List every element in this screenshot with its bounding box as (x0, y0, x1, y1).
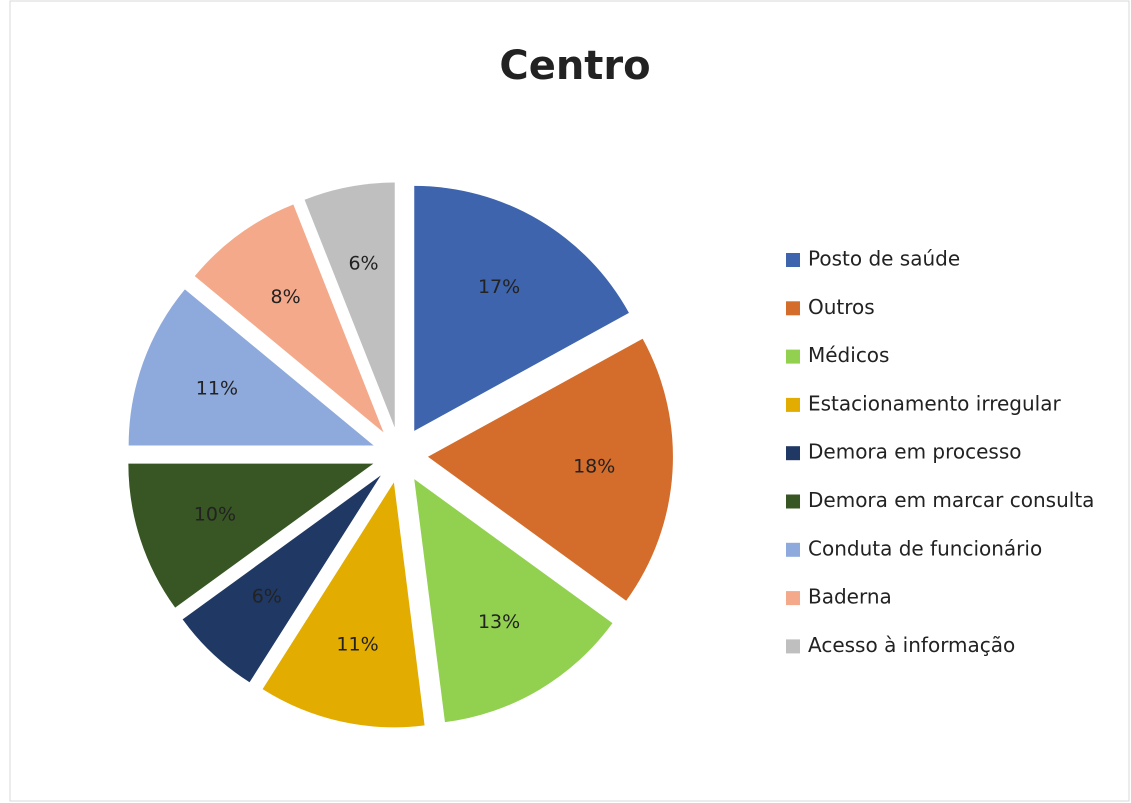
legend-swatch (786, 639, 800, 654)
data-label: 13% (478, 611, 520, 633)
legend-swatch (786, 542, 800, 557)
pie-slice (128, 289, 374, 446)
legend-label: Acesso à informação (808, 633, 1015, 657)
legend-swatch (786, 591, 800, 606)
pie-slice (128, 463, 374, 608)
data-label: 18% (573, 456, 615, 478)
pie-slice (414, 185, 629, 431)
data-label: 8% (271, 286, 301, 308)
legend-label: Posto de saúde (808, 247, 960, 271)
pie-slice (427, 338, 673, 601)
legend-swatch (786, 301, 800, 316)
chart-title: Centro (499, 43, 650, 89)
legend-label: Outros (808, 295, 875, 319)
legend-swatch (786, 446, 800, 461)
legend-label: Estacionamento irregular (808, 391, 1061, 415)
legend-swatch (786, 349, 800, 364)
pie-slice (414, 479, 613, 723)
pie-slice (262, 482, 425, 728)
data-label: 6% (348, 252, 378, 274)
legend-label: Baderna (808, 585, 892, 609)
legend-label: Demora em marcar consulta (808, 488, 1094, 512)
data-label: 10% (194, 504, 236, 526)
legend-swatch (786, 397, 800, 412)
pie-slice (194, 204, 384, 433)
legend-swatch (786, 494, 800, 509)
pie-slice (304, 182, 395, 428)
data-label: 11% (336, 633, 378, 655)
data-label: 17% (478, 276, 520, 298)
legend-label: Conduta de funcionário (808, 536, 1042, 560)
pie-slice (182, 475, 381, 683)
data-label: 6% (252, 585, 282, 607)
legend-swatch (786, 253, 800, 267)
legend-label: Médicos (808, 343, 889, 367)
data-label: 11% (196, 378, 238, 400)
legend-label: Demora em processo (808, 440, 1022, 464)
